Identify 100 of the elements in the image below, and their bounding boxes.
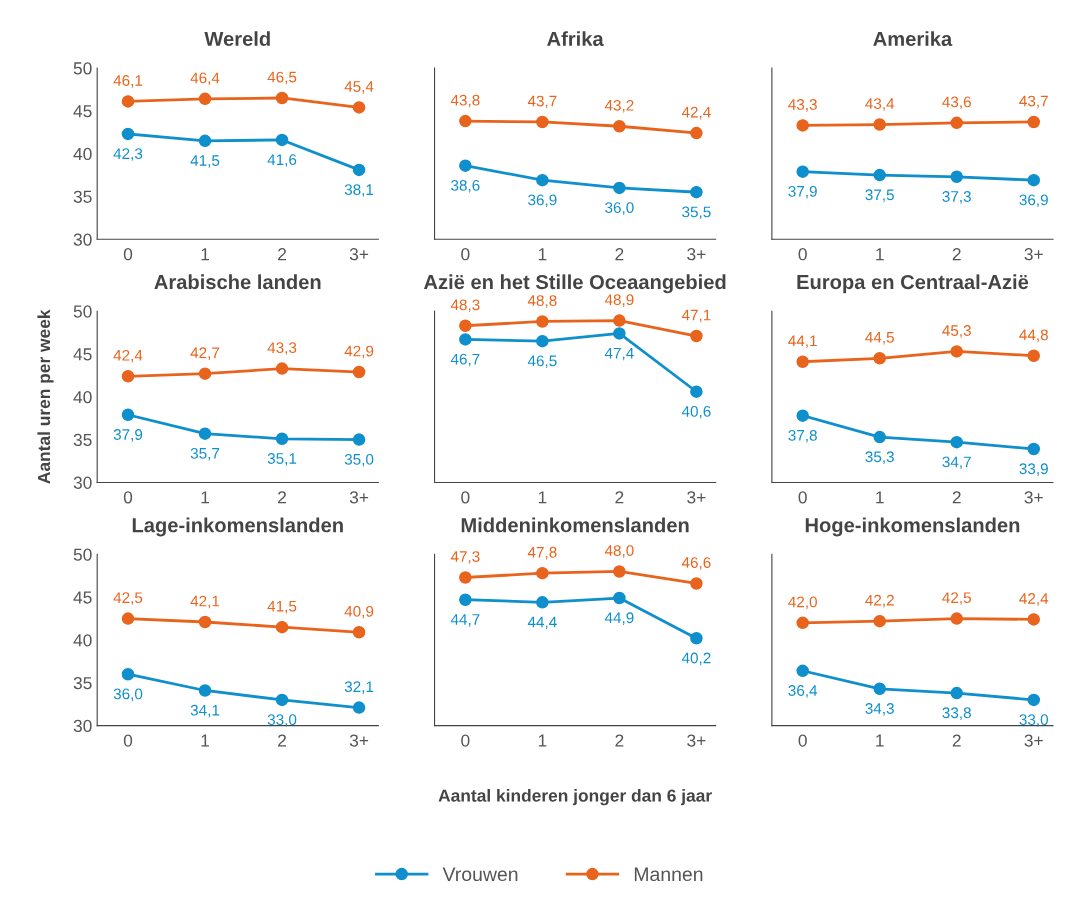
data-label: 43,8 [450,94,480,108]
data-label: 41,5 [267,600,297,614]
data-label: 42,4 [113,349,143,363]
y-tick-label: 30 [73,233,92,246]
x-tick-label: 3+ [687,248,706,261]
data-label: 46,5 [527,355,557,369]
point [352,433,366,446]
point [796,409,809,422]
y-tick-label: 40 [73,147,92,161]
point [198,367,212,380]
point [459,571,472,584]
point [613,119,626,133]
data-label: 33,9 [1019,463,1048,476]
data-label: 36,9 [528,194,557,208]
y-tick-label: 45 [73,591,92,604]
x-tick-label: 2 [615,248,624,261]
data-label: 35,7 [190,447,220,461]
x-tick-label: 2 [952,734,961,747]
data-label: 43,3 [267,342,297,355]
x-tick-label: 1 [538,491,547,504]
point [873,430,886,444]
point [459,159,472,172]
x-tick-label: 2 [278,734,286,747]
data-label: 47,3 [450,551,480,564]
data-label: 40,2 [681,652,711,666]
data-label: 45,3 [942,325,971,338]
y-tick-label: 45 [73,348,92,361]
y-tick-label: 30 [73,476,92,489]
data-label: 43,3 [788,99,817,112]
x-tick-label: 1 [201,491,210,504]
x-tick-label: 2 [278,248,286,261]
point [352,163,366,177]
data-label: 41,5 [190,155,220,168]
point [275,693,289,707]
x-tick-label: 2 [952,248,961,261]
x-tick-label: 3+ [687,491,706,504]
data-label: 35,0 [344,453,374,467]
point [275,91,289,105]
x-tick-label: 0 [123,248,133,261]
x-tick-label: 3+ [349,734,369,747]
chart-title: Hoge-inkomenslanden [805,517,1020,537]
x-tick-label: 0 [798,734,807,747]
point [352,626,366,639]
data-label: 37,9 [788,185,817,199]
y-tick-label: 30 [73,719,92,733]
y-tick-label: 35 [73,433,92,447]
point [121,667,135,681]
point [796,616,809,630]
x-tick-label: 2 [278,491,286,504]
data-label: 43,6 [942,96,971,110]
data-label: 37,9 [113,429,143,442]
x-tick-label: 0 [798,491,807,504]
x-tick-label: 0 [461,491,470,504]
point [536,315,549,328]
data-label: 37,3 [942,191,971,204]
x-tick-label: 0 [123,734,133,747]
x-tick-label: 3+ [349,491,369,504]
point [873,118,886,131]
y-tick-label: 35 [73,190,92,203]
point [1027,115,1040,129]
data-label: 34,1 [190,704,220,718]
x-tick-label: 1 [876,248,884,261]
point [536,173,549,187]
data-label: 40,9 [344,605,374,619]
x-axis-title: Aantal kinderen jonger dan 6 jaar [438,789,712,806]
y-tick-label: 40 [73,634,92,647]
chart-title: Lage-inkomenslanden [132,517,343,537]
data-label: 42,4 [681,106,711,120]
data-label: 42,1 [190,595,220,609]
data-label: 42,3 [113,148,143,161]
x-tick-label: 1 [538,734,547,747]
x-tick-label: 3+ [1024,491,1043,504]
data-label: 37,5 [865,189,894,202]
point [1027,613,1040,626]
x-tick-label: 0 [798,248,807,261]
point [1027,693,1040,707]
data-label: 48,3 [450,299,480,313]
point [796,165,809,178]
data-label: 36,0 [113,688,143,702]
data-label: 48,9 [604,294,634,307]
x-tick-label: 2 [615,491,624,504]
x-tick-label: 3+ [1024,248,1043,261]
point [1027,173,1040,187]
point [121,127,135,141]
data-label: 35,3 [865,451,894,464]
data-label: 44,4 [527,616,557,630]
point [121,408,135,422]
data-label: 38,1 [344,184,374,197]
x-tick-label: 1 [201,248,210,261]
data-label: 47,8 [527,546,557,560]
point [950,435,963,449]
legend-label: Mannen [634,867,703,882]
data-label: 36,9 [1019,194,1048,208]
point [873,352,886,365]
point [198,615,212,629]
point [459,114,472,128]
point [536,596,549,609]
data-label: 42,2 [865,594,894,608]
point [613,314,626,327]
data-label: 38,6 [451,179,480,193]
